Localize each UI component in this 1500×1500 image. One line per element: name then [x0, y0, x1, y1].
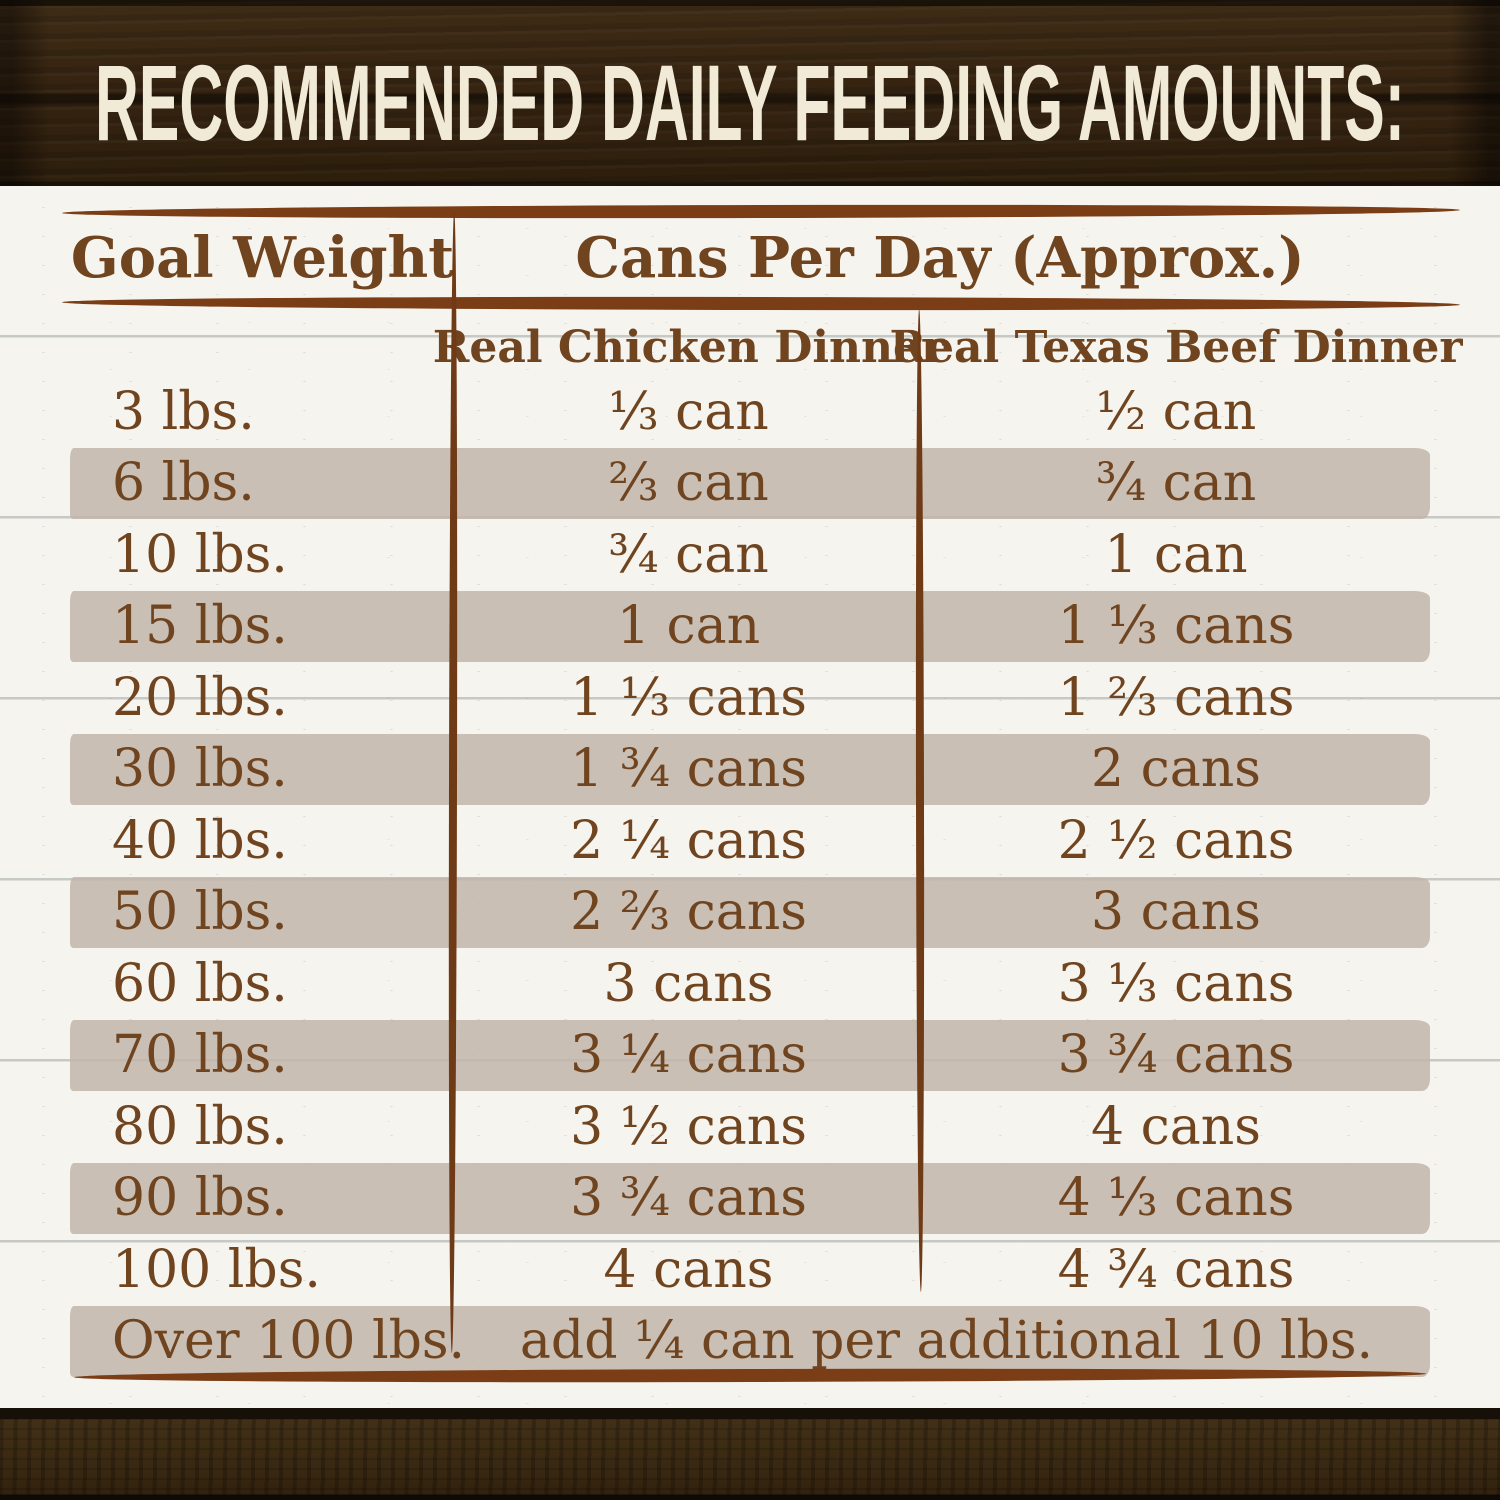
table-row: 20 lbs. 1 ⅓ cans 1 ⅔ cans — [70, 662, 1430, 734]
over-100-lbs-instruction: add ¼ can per additional 10 lbs. — [519, 1311, 1374, 1372]
chicken-cans-value: 3 cans — [603, 953, 774, 1014]
chicken-cans-value: 1 can — [616, 596, 761, 657]
table-row: 30 lbs. 1 ¾ cans 2 cans — [70, 733, 1430, 805]
page-title: RECOMMENDED DAILY FEEDING AMOUNTS: — [95, 42, 1405, 163]
chicken-cans-value: 1 ⅓ cans — [570, 667, 807, 728]
chicken-cans-value: 3 ½ cans — [570, 1096, 807, 1157]
beef-cans-value: 4 cans — [1091, 1096, 1261, 1157]
chicken-cans-value: 3 ¾ cans — [570, 1168, 807, 1229]
beef-cans-value: ¾ can — [1095, 453, 1257, 514]
beef-cans-value: 1 ⅔ cans — [1057, 667, 1295, 728]
chicken-cans-value: ¾ can — [608, 524, 769, 585]
goal-weight-value: 30 lbs. — [112, 739, 288, 800]
chicken-cans-value: ⅓ can — [608, 381, 769, 442]
footer-wood-band — [0, 1408, 1500, 1500]
goal-weight-value: 10 lbs. — [112, 524, 288, 585]
table-row: 60 lbs. 3 cans 3 ⅓ cans — [70, 948, 1430, 1020]
table-row: 70 lbs. 3 ¼ cans 3 ¾ cans — [70, 1019, 1430, 1091]
table-row: 3 lbs. ⅓ can ½ can — [70, 376, 1430, 448]
beef-cans-value: 3 ⅓ cans — [1057, 953, 1295, 1014]
chicken-cans-value: 4 cans — [603, 1239, 774, 1300]
beef-cans-value: 1 ⅓ cans — [1057, 596, 1295, 657]
table-row: 6 lbs. ⅔ can ¾ can — [70, 447, 1430, 519]
header-wood-band: RECOMMENDED DAILY FEEDING AMOUNTS: — [0, 0, 1500, 186]
goal-weight-value: 80 lbs. — [112, 1096, 288, 1157]
goal-weight-value: 15 lbs. — [112, 596, 288, 657]
table-row: 10 lbs. ¾ can 1 can — [70, 519, 1430, 591]
table-row: 15 lbs. 1 can 1 ⅓ cans — [70, 590, 1430, 662]
goal-weight-value: 50 lbs. — [112, 882, 288, 943]
chicken-cans-value: 2 ¼ cans — [570, 810, 807, 871]
table-footer-row: Over 100 lbs. add ¼ can per additional 1… — [70, 1305, 1430, 1377]
table-row: 90 lbs. 3 ¾ cans 4 ⅓ cans — [70, 1162, 1430, 1234]
goal-weight-value: 100 lbs. — [112, 1239, 321, 1300]
goal-weight-value: 60 lbs. — [112, 953, 288, 1014]
goal-weight-value: 6 lbs. — [112, 453, 255, 514]
column-header-goal-weight: Goal Weight — [70, 225, 455, 291]
goal-weight-value: 90 lbs. — [112, 1168, 288, 1229]
subheader-real-texas-beef-dinner: Real Texas Beef Dinner — [889, 321, 1463, 373]
beef-cans-value: 3 ¾ cans — [1057, 1025, 1295, 1086]
beef-cans-value: 2 ½ cans — [1057, 810, 1295, 871]
goal-weight-value: 3 lbs. — [112, 381, 255, 442]
goal-weight-value: Over 100 lbs. — [112, 1311, 466, 1372]
subheader-real-chicken-dinner: Real Chicken Dinner — [432, 321, 945, 373]
goal-weight-value: 40 lbs. — [112, 810, 288, 871]
table-row: 100 lbs. 4 cans 4 ¾ cans — [70, 1234, 1430, 1306]
chicken-cans-value: ⅔ can — [608, 453, 769, 514]
table-row: 80 lbs. 3 ½ cans 4 cans — [70, 1091, 1430, 1163]
title-graphic: RECOMMENDED DAILY FEEDING AMOUNTS: — [95, 42, 1405, 163]
chicken-cans-value: 3 ¼ cans — [570, 1025, 807, 1086]
beef-cans-value: 4 ⅓ cans — [1057, 1168, 1295, 1229]
feeding-table-body: 3 lbs. ⅓ can ½ can 6 lbs. ⅔ can ¾ can 10… — [70, 376, 1430, 1377]
goal-weight-value: 70 lbs. — [112, 1025, 288, 1086]
column-header-cans-per-day: Cans Per Day (Approx.) — [575, 225, 1305, 291]
beef-cans-value: 4 ¾ cans — [1057, 1239, 1295, 1300]
goal-weight-value: 20 lbs. — [112, 667, 288, 728]
beef-cans-value: 1 can — [1104, 524, 1248, 585]
beef-cans-value: ½ can — [1095, 381, 1257, 442]
chicken-cans-value: 2 ⅔ cans — [570, 882, 807, 943]
beef-cans-value: 3 cans — [1091, 882, 1261, 943]
table-row: 40 lbs. 2 ¼ cans 2 ½ cans — [70, 805, 1430, 877]
beef-cans-value: 2 cans — [1091, 739, 1261, 800]
table-row: 50 lbs. 2 ⅔ cans 3 cans — [70, 876, 1430, 948]
chicken-cans-value: 1 ¾ cans — [570, 739, 807, 800]
